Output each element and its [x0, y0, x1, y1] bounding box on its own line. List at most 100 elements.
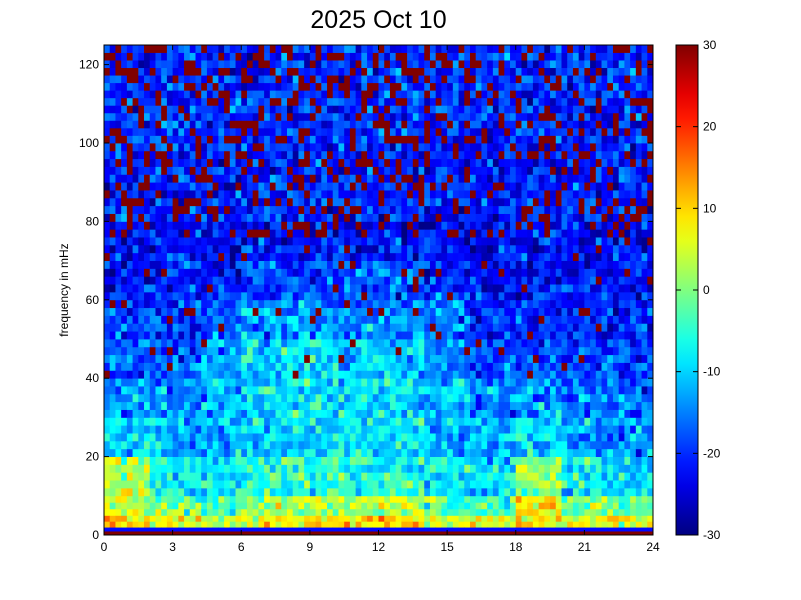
heatmap-cell: [401, 112, 408, 121]
heatmap-cell: [184, 143, 191, 152]
heatmap-cell: [252, 229, 259, 238]
heatmap-cell: [395, 370, 402, 379]
heatmap-cell: [538, 515, 545, 522]
heatmap-cell: [126, 346, 133, 356]
heatmap-cell: [161, 143, 168, 152]
heatmap-cell: [241, 502, 248, 510]
heatmap-cell: [378, 409, 385, 418]
heatmap-cell: [104, 323, 111, 332]
heatmap-cell: [304, 260, 311, 269]
heatmap-cell: [304, 158, 311, 167]
heatmap-cell: [298, 515, 305, 522]
heatmap-cell: [264, 190, 271, 199]
heatmap-cell: [298, 495, 305, 503]
heatmap-cell: [401, 354, 408, 363]
heatmap-cell: [252, 252, 259, 261]
heatmap-cell: [481, 75, 488, 84]
heatmap-cell: [332, 425, 339, 434]
heatmap-cell: [269, 354, 276, 363]
heatmap-cell: [166, 143, 174, 152]
heatmap-cell: [527, 174, 534, 183]
heatmap-cell: [281, 456, 288, 465]
heatmap-cell: [315, 237, 322, 246]
heatmap-cell: [275, 97, 282, 106]
heatmap-cell: [327, 112, 334, 121]
heatmap-cell: [355, 495, 362, 503]
heatmap-cell: [532, 464, 540, 473]
heatmap-cell: [269, 260, 276, 269]
heatmap-cell: [189, 425, 196, 434]
heatmap-cell: [401, 531, 408, 536]
heatmap-cell: [287, 105, 294, 114]
heatmap-cell: [349, 307, 357, 316]
heatmap-cell: [104, 508, 111, 516]
heatmap-cell: [252, 221, 259, 230]
heatmap-cell: [401, 425, 408, 434]
heatmap-cell: [184, 433, 191, 442]
heatmap-cell: [304, 97, 311, 106]
heatmap-cell: [132, 190, 139, 199]
heatmap-cell: [132, 291, 139, 301]
heatmap-cell: [166, 67, 174, 76]
heatmap-cell: [367, 60, 374, 69]
heatmap-cell: [298, 105, 305, 114]
heatmap-cell: [155, 237, 162, 246]
heatmap-cell: [121, 252, 128, 261]
heatmap-cell: [126, 448, 133, 457]
heatmap-cell: [361, 221, 368, 230]
heatmap-cell: [252, 362, 259, 371]
heatmap-cell: [429, 409, 437, 418]
heatmap-cell: [435, 448, 442, 457]
heatmap-cell: [344, 425, 351, 434]
heatmap-cell: [184, 339, 191, 348]
heatmap-cell: [144, 331, 151, 340]
heatmap-cell: [429, 527, 437, 532]
heatmap-cell: [184, 97, 191, 106]
heatmap-cell: [475, 480, 482, 489]
heatmap-cell: [155, 213, 162, 222]
heatmap-cell: [166, 508, 174, 516]
heatmap-cell: [538, 527, 545, 532]
heatmap-cell: [447, 393, 454, 403]
heatmap-cell: [246, 480, 254, 489]
heatmap-cell: [287, 401, 294, 410]
heatmap-cell: [115, 276, 122, 285]
heatmap-cell: [447, 120, 454, 129]
heatmap-cell: [206, 393, 214, 403]
heatmap-cell: [235, 323, 242, 332]
heatmap-cell: [498, 143, 505, 152]
heatmap-cell: [241, 75, 248, 84]
heatmap-cell: [367, 82, 374, 91]
heatmap-cell: [275, 67, 282, 76]
heatmap-cell: [264, 213, 271, 222]
heatmap-cell: [532, 221, 540, 230]
heatmap-cell: [367, 417, 374, 426]
heatmap-cell: [470, 417, 477, 426]
heatmap-cell: [384, 221, 391, 230]
heatmap-cell: [189, 331, 196, 340]
heatmap-cell: [281, 370, 288, 379]
heatmap-cell: [246, 105, 254, 114]
heatmap-cell: [315, 323, 322, 332]
heatmap-cell: [178, 229, 185, 238]
heatmap-cell: [161, 378, 168, 387]
heatmap-cell: [178, 362, 185, 371]
heatmap-cell: [515, 299, 522, 309]
heatmap-cell: [161, 252, 168, 261]
heatmap-cell: [235, 174, 242, 183]
heatmap-cell: [464, 213, 471, 222]
heatmap-cell: [241, 90, 248, 99]
heatmap-cell: [412, 487, 419, 497]
heatmap-cell: [372, 221, 379, 230]
heatmap-cell: [327, 480, 334, 489]
heatmap-cell: [407, 433, 414, 442]
heatmap-cell: [149, 417, 156, 426]
heatmap-cell: [538, 323, 545, 332]
heatmap-cell: [166, 515, 174, 522]
heatmap-cell: [315, 244, 322, 254]
heatmap-cell: [470, 323, 477, 332]
heatmap-cell: [355, 346, 362, 356]
heatmap-cell: [367, 284, 374, 293]
heatmap-cell: [447, 409, 454, 418]
heatmap-cell: [332, 378, 339, 387]
